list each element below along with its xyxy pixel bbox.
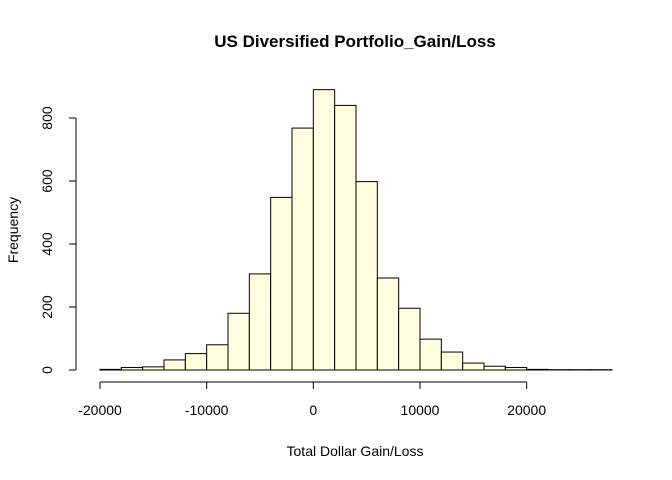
y-tick-label-3: 600 bbox=[39, 169, 55, 193]
y-tick-label-4: 800 bbox=[39, 106, 55, 130]
histogram-bar-0 bbox=[99, 368, 122, 371]
histogram-bar-16 bbox=[440, 351, 464, 371]
x-axis-label: Total Dollar Gain/Loss bbox=[287, 443, 424, 459]
histogram-bar-1 bbox=[120, 366, 144, 371]
y-tick-label-1: 200 bbox=[39, 295, 55, 319]
histogram-bar-13 bbox=[376, 277, 400, 371]
x-tick-label-4: 20000 bbox=[507, 402, 546, 418]
histogram-bar-3 bbox=[163, 359, 186, 371]
y-tick-label-2: 400 bbox=[39, 232, 55, 256]
x-tick-label-1: -10000 bbox=[185, 402, 229, 418]
x-tick-label-2: 0 bbox=[309, 402, 317, 418]
histogram-bar-5 bbox=[206, 344, 229, 371]
bars-group bbox=[99, 89, 613, 371]
histogram-bar-6 bbox=[227, 312, 250, 371]
y-axis: 0 200 400 600 800 bbox=[39, 106, 77, 374]
histogram-bar-19 bbox=[504, 366, 528, 371]
histogram-bar-11 bbox=[334, 104, 357, 371]
histogram-bar-7 bbox=[248, 273, 272, 371]
x-tick-label-3: 10000 bbox=[401, 402, 440, 418]
x-axis: -20000 -10000 0 10000 20000 bbox=[78, 381, 546, 418]
histogram-bar-14 bbox=[398, 307, 421, 371]
y-axis-label: Frequency bbox=[5, 197, 21, 263]
histogram-bar-17 bbox=[462, 362, 485, 371]
histogram-bar-15 bbox=[419, 338, 442, 371]
histogram-bar-4 bbox=[184, 353, 208, 371]
histogram-bar-18 bbox=[483, 365, 506, 371]
y-tick-label-0: 0 bbox=[39, 366, 55, 374]
histogram-bar-2 bbox=[142, 366, 165, 371]
histogram-bar-20 bbox=[526, 368, 549, 371]
histogram-bar-10 bbox=[312, 89, 336, 371]
chart-title: US Diversified Portfolio_Gain/Loss bbox=[214, 32, 496, 51]
x-tick-label-0: -20000 bbox=[78, 402, 122, 418]
histogram-bar-8 bbox=[270, 196, 293, 371]
histogram-bar-9 bbox=[291, 127, 314, 371]
histogram-bar-12 bbox=[355, 181, 378, 371]
